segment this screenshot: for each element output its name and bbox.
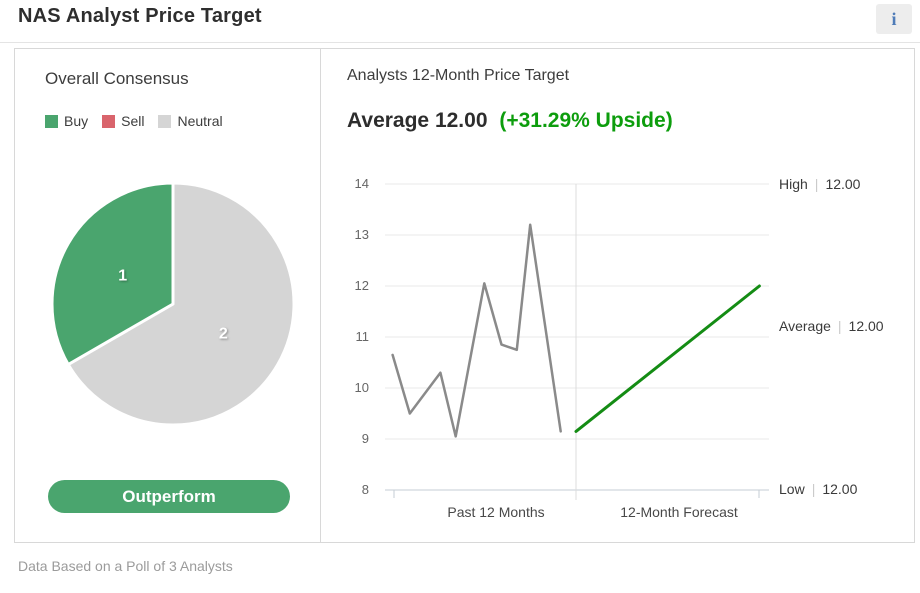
high-label: High	[779, 176, 808, 192]
page-title: NAS Analyst Price Target	[18, 5, 262, 27]
buy-swatch-icon	[45, 114, 58, 128]
sell-swatch-icon	[102, 114, 116, 128]
legend-label-buy: Buy	[64, 113, 89, 129]
header-divider	[0, 42, 920, 43]
x-axis-label-past: Past 12 Months	[447, 504, 545, 520]
legend-item-neutral: Neutral	[158, 113, 223, 129]
average-side-value: 12.00	[848, 318, 884, 334]
y-axis-tick-9: 9	[361, 431, 369, 446]
y-axis-tick-13: 13	[354, 227, 369, 242]
footnote: Data Based on a Poll of 3 Analysts	[18, 558, 233, 574]
x-axis-label-forecast: 12-Month Forecast	[620, 504, 738, 520]
price-chart-canvas	[385, 183, 769, 500]
average-label: Average	[347, 109, 430, 132]
price-target-heading: Analysts 12-Month Price Target	[347, 67, 570, 84]
y-axis-tick-14: 14	[354, 176, 369, 191]
info-icon: i	[891, 8, 897, 29]
legend-item-buy: Buy	[45, 113, 88, 129]
consensus-legend: Buy Sell Neutral	[45, 113, 223, 129]
y-axis-tick-12: 12	[354, 278, 369, 293]
legend-item-sell: Sell	[102, 113, 144, 129]
pie-slice-neutral	[66, 181, 296, 427]
consensus-heading: Overall Consensus	[45, 69, 189, 88]
price-target-chart: Past 12 Months 12-Month Forecast High | 12…	[321, 49, 916, 544]
low-separator: |	[811, 481, 816, 497]
info-button[interactable]: i	[876, 4, 912, 34]
pie-label-neutral: 2	[219, 326, 228, 343]
y-axis-tick-10: 10	[354, 380, 369, 395]
side-label-high: High | 12.00	[779, 176, 860, 192]
neutral-swatch-icon	[158, 114, 172, 128]
average-summary: Average 12.00 (+31.29% Upside)	[347, 109, 673, 133]
high-separator: |	[814, 176, 819, 192]
y-axis-tick-8: 8	[361, 482, 369, 497]
side-label-low: Low | 12.00	[779, 481, 857, 497]
average-side-label: Average	[779, 318, 831, 334]
series-12-month-forecast	[574, 284, 761, 433]
price-target-panel: Analysts 12-Month Price Target Average 1…	[321, 49, 914, 542]
y-axis-tick-11: 11	[355, 329, 370, 344]
series-past-12-months	[391, 223, 562, 438]
average-separator: |	[837, 318, 842, 334]
side-label-average: Average | 12.00	[779, 318, 884, 334]
low-value: 12.00	[822, 481, 858, 497]
outperform-button[interactable]: Outperform	[48, 480, 290, 513]
legend-label-neutral: Neutral	[177, 113, 223, 129]
consensus-pie-chart: 21	[50, 181, 296, 427]
low-label: Low	[779, 481, 805, 497]
pie-slice-buy	[50, 181, 175, 366]
average-value: 12.00	[434, 109, 488, 132]
legend-label-sell: Sell	[121, 113, 145, 129]
high-value: 12.00	[825, 176, 861, 192]
pie-label-buy: 1	[118, 268, 127, 285]
upside-value: (+31.29% Upside)	[499, 109, 673, 132]
